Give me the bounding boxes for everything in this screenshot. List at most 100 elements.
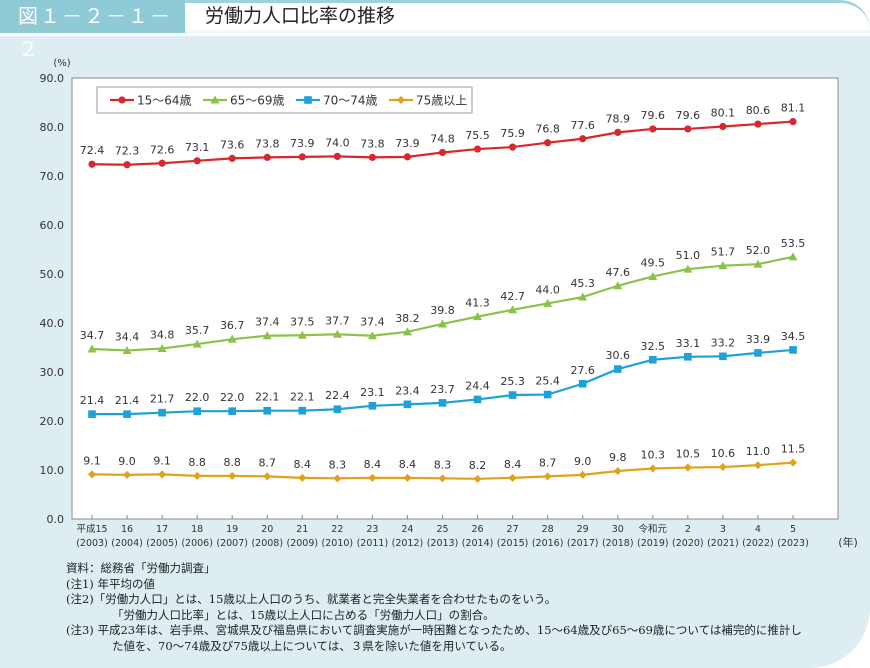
y-tick-label: 80.0 <box>40 121 65 134</box>
legend-label: 65～69歳 <box>230 94 285 108</box>
data-label: 35.7 <box>185 324 210 337</box>
data-label: 23.1 <box>360 386 385 399</box>
data-point-square <box>88 410 96 418</box>
data-point-diamond <box>228 471 237 480</box>
data-point-circle <box>579 135 587 143</box>
x-tick-year: (2008) <box>251 538 283 549</box>
header-rule <box>185 0 870 33</box>
data-point-diamond <box>508 473 517 482</box>
x-tick-era: 22 <box>331 524 343 535</box>
data-point-square <box>438 399 447 407</box>
source-note: 資料：総務省「労働力調査」 <box>66 561 216 575</box>
data-label: 45.3 <box>570 277 595 290</box>
data-label: 25.4 <box>535 375 560 388</box>
data-point-circle <box>438 148 447 157</box>
data-point-square <box>508 391 517 399</box>
data-point-circle <box>789 118 797 126</box>
data-label: 8.4 <box>399 458 417 471</box>
data-point-square <box>578 379 587 388</box>
y-tick-label: 90.0 <box>40 72 65 85</box>
data-point-triangle <box>297 330 307 339</box>
data-label: 22.4 <box>325 389 350 402</box>
data-label: 25.3 <box>500 375 525 388</box>
data-point-circle <box>333 152 341 160</box>
y-tick-label: 70.0 <box>40 170 65 183</box>
x-tick-year: (2009) <box>287 538 319 549</box>
y-tick-label: 10.0 <box>40 464 65 477</box>
data-label: 9.8 <box>609 451 627 464</box>
data-label: 22.0 <box>220 391 245 404</box>
x-tick-era: 21 <box>296 524 308 535</box>
y-tick-label: 40.0 <box>40 317 65 330</box>
x-tick-era: 2 <box>685 524 691 535</box>
data-label: 8.2 <box>469 459 487 472</box>
x-tick-year: (2021) <box>707 538 739 549</box>
data-point-square <box>403 400 412 409</box>
x-tick-era: 5 <box>790 524 796 535</box>
data-label: 9.1 <box>153 454 171 467</box>
data-label: 32.5 <box>641 340 666 353</box>
data-label: 81.1 <box>781 102 806 115</box>
data-label: 73.9 <box>395 137 420 150</box>
data-point-triangle <box>578 292 588 301</box>
y-tick-label: 20.0 <box>40 415 65 428</box>
data-point-diamond <box>193 471 202 480</box>
data-label: 8.3 <box>329 458 347 471</box>
data-label: 80.6 <box>746 104 771 117</box>
data-point-square <box>754 349 762 357</box>
data-label: 73.1 <box>185 141 210 154</box>
x-tick-era: 25 <box>436 524 448 535</box>
x-tick-era: 30 <box>612 524 624 535</box>
data-point-diamond <box>789 458 797 467</box>
data-label: 11.5 <box>781 443 806 456</box>
x-tick-year: (2014) <box>462 538 494 549</box>
figure-title: 労働力人口比率の推移 <box>205 5 396 27</box>
notes: 資料：総務省「労働力調査」 (注1) 年平均の値 (注2)「労働力人口」とは、1… <box>66 561 802 654</box>
data-label: 21.4 <box>80 394 105 407</box>
x-tick-year: (2016) <box>532 538 564 549</box>
x-tick-era: 19 <box>226 524 238 535</box>
data-point-diamond <box>298 473 307 482</box>
data-point-triangle <box>192 339 202 348</box>
data-label: 8.7 <box>259 456 277 469</box>
x-tick-year: (2017) <box>567 538 599 549</box>
x-tick-era: 29 <box>577 524 589 535</box>
x-tick-era: 26 <box>472 524 484 535</box>
x-tick-year: (2004) <box>111 538 143 549</box>
x-tick-era: 3 <box>720 524 726 535</box>
data-point-circle <box>473 145 482 153</box>
data-point-circle <box>158 159 166 167</box>
data-point-square <box>543 390 552 399</box>
data-point-triangle <box>210 95 220 104</box>
data-point-square <box>613 365 622 373</box>
data-point-square <box>684 353 692 361</box>
data-label: 73.6 <box>220 138 245 151</box>
data-label: 10.5 <box>676 448 701 461</box>
data-label: 74.0 <box>325 136 350 149</box>
note-2-cont: 「労働力人口比率」とは、15歳以上人口に占める「労働力人口」の割合。 <box>112 607 495 622</box>
data-label: 34.8 <box>150 328 175 341</box>
data-point-circle <box>684 125 692 133</box>
y-tick-label: 0.0 <box>47 513 65 526</box>
data-point-diamond <box>718 463 727 472</box>
data-label: 76.8 <box>535 123 560 136</box>
figure-number: 図１－２－１－２ <box>0 0 185 61</box>
x-tick-era: 16 <box>121 524 133 535</box>
y-tick-label: 60.0 <box>40 219 65 232</box>
data-label: 79.6 <box>676 109 701 122</box>
data-label: 38.2 <box>395 312 420 325</box>
data-label: 23.4 <box>395 384 420 397</box>
data-label: 10.3 <box>641 449 666 462</box>
data-label: 80.1 <box>711 107 736 120</box>
x-tick-era: 23 <box>366 524 378 535</box>
data-point-circle <box>123 161 131 169</box>
data-label: 8.3 <box>434 458 452 471</box>
data-label: 41.3 <box>465 297 490 310</box>
x-tick-era: 27 <box>507 524 519 535</box>
data-label: 39.8 <box>430 304 455 317</box>
data-label: 53.5 <box>781 237 806 250</box>
data-label: 37.5 <box>290 315 315 328</box>
x-tick-year: (2011) <box>357 538 389 549</box>
data-label: 72.3 <box>115 145 140 158</box>
data-label: 9.1 <box>83 454 101 467</box>
